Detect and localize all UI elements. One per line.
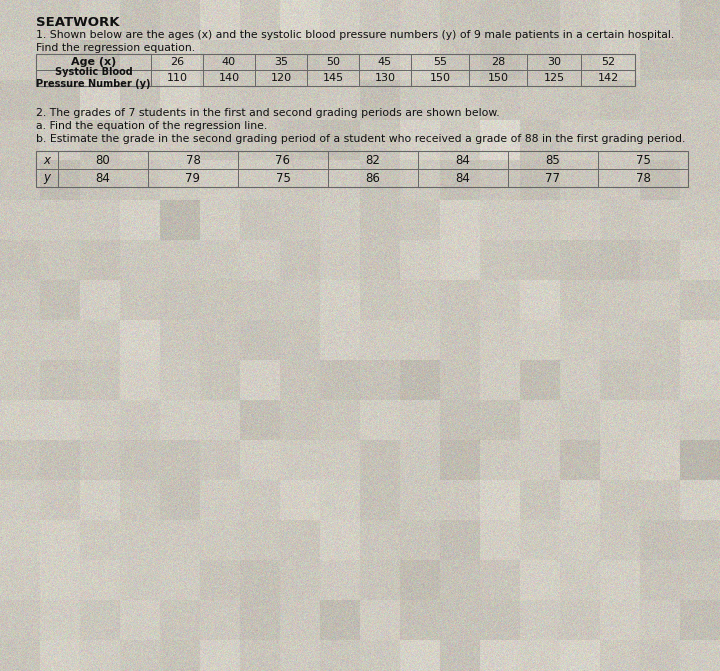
Text: 79: 79 — [186, 172, 200, 185]
Text: 77: 77 — [546, 172, 560, 185]
Text: 28: 28 — [491, 57, 505, 67]
Text: 85: 85 — [546, 154, 560, 166]
Bar — [36, 151, 688, 187]
Text: 150: 150 — [487, 73, 508, 83]
Text: 75: 75 — [636, 154, 650, 166]
Bar — [36, 54, 635, 86]
Text: b. Estimate the grade in the second grading period of a student who received a g: b. Estimate the grade in the second grad… — [36, 134, 685, 144]
Text: Systolic Blood
Pressure Number (y): Systolic Blood Pressure Number (y) — [36, 67, 150, 89]
Text: 78: 78 — [636, 172, 650, 185]
Text: 120: 120 — [271, 73, 292, 83]
Text: 130: 130 — [374, 73, 395, 83]
Text: 84: 84 — [456, 172, 470, 185]
Text: a. Find the equation of the regression line.: a. Find the equation of the regression l… — [36, 121, 267, 131]
Text: 78: 78 — [186, 154, 200, 166]
Text: 45: 45 — [378, 57, 392, 67]
Text: 2. The grades of 7 students in the first and second grading periods are shown be: 2. The grades of 7 students in the first… — [36, 108, 500, 118]
Text: 84: 84 — [96, 172, 110, 185]
Text: x: x — [43, 154, 50, 166]
Text: Age (x): Age (x) — [71, 57, 116, 67]
Text: 55: 55 — [433, 57, 447, 67]
Text: 110: 110 — [166, 73, 187, 83]
Text: 150: 150 — [430, 73, 451, 83]
Text: 140: 140 — [218, 73, 240, 83]
Text: 76: 76 — [276, 154, 290, 166]
Text: 80: 80 — [96, 154, 110, 166]
Text: 30: 30 — [547, 57, 561, 67]
Text: 75: 75 — [276, 172, 290, 185]
Text: y: y — [43, 172, 50, 185]
Text: 145: 145 — [323, 73, 343, 83]
Text: SEATWORK: SEATWORK — [36, 16, 120, 29]
Text: 52: 52 — [601, 57, 615, 67]
Text: 1. Shown below are the ages (x) and the systolic blood pressure numbers (y) of 9: 1. Shown below are the ages (x) and the … — [36, 30, 674, 40]
Text: 142: 142 — [598, 73, 618, 83]
Text: 82: 82 — [366, 154, 380, 166]
Text: 26: 26 — [170, 57, 184, 67]
Text: 35: 35 — [274, 57, 288, 67]
Text: 84: 84 — [456, 154, 470, 166]
Text: Find the regression equation.: Find the regression equation. — [36, 43, 195, 53]
Text: 86: 86 — [366, 172, 380, 185]
Text: 125: 125 — [544, 73, 564, 83]
Text: 40: 40 — [222, 57, 236, 67]
Text: 50: 50 — [326, 57, 340, 67]
